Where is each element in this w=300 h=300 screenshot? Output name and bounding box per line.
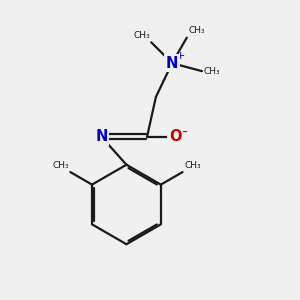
Text: CH₃: CH₃ [133,31,150,40]
Text: CH₃: CH₃ [184,161,201,170]
Text: CH₃: CH₃ [52,161,69,170]
Text: CH₃: CH₃ [188,26,205,35]
Text: N: N [95,129,108,144]
Text: O: O [169,129,181,144]
Text: −: − [178,126,188,139]
Text: CH₃: CH₃ [203,67,220,76]
Text: N: N [166,56,178,70]
Text: +: + [176,51,186,61]
